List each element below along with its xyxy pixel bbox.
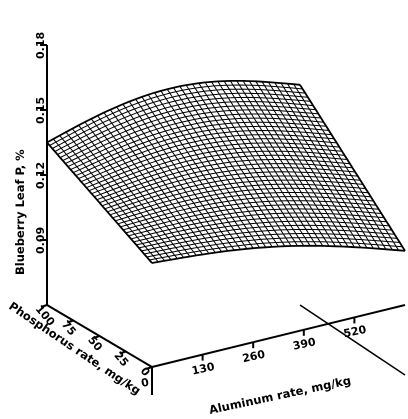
back-floor-line bbox=[299, 304, 406, 376]
mesh-line-x bbox=[103, 112, 210, 254]
mesh-line-x bbox=[204, 82, 311, 247]
mesh-edge bbox=[299, 84, 406, 252]
mesh-line-x bbox=[286, 83, 393, 251]
mesh-edge bbox=[46, 141, 153, 264]
mesh-line-x bbox=[185, 84, 292, 247]
mesh-line-x bbox=[173, 87, 279, 247]
y-tick-mark bbox=[119, 350, 127, 355]
mesh-line-x bbox=[84, 121, 191, 257]
x-tick-label: 0 bbox=[140, 376, 151, 390]
z-tick-label: 0.15 bbox=[34, 97, 47, 124]
mesh-line-x bbox=[160, 90, 267, 248]
x-axis-line bbox=[151, 304, 406, 368]
x-tick-label: 520 bbox=[342, 323, 368, 341]
mesh-line-x bbox=[223, 80, 330, 247]
z-tick-label: 0.09 bbox=[34, 227, 47, 254]
z-tick-label: 0.12 bbox=[34, 162, 47, 189]
mesh-line-x bbox=[236, 80, 343, 247]
x-axis-ticks: 0 130 260 390 520 bbox=[140, 317, 368, 390]
mesh-line-x bbox=[122, 103, 229, 252]
mesh-edge bbox=[46, 80, 301, 144]
x-tick-label: 260 bbox=[241, 348, 267, 366]
mesh-line-x bbox=[255, 81, 362, 248]
z-tick-label: 0.18 bbox=[34, 32, 47, 59]
mesh-line-x bbox=[192, 83, 298, 247]
x-axis-label: Aluminum rate, mg/kg bbox=[208, 373, 352, 417]
mesh-line-x bbox=[242, 80, 349, 248]
mesh-line-x bbox=[280, 82, 387, 250]
mesh-line-x bbox=[65, 131, 172, 261]
y-tick-mark bbox=[40, 304, 48, 308]
surface-mesh bbox=[46, 80, 406, 264]
mesh-line-x bbox=[116, 106, 222, 252]
mesh-line-x bbox=[229, 80, 336, 247]
mesh-line-x bbox=[78, 124, 184, 258]
z-axis-ticks: 0.09 0.12 0.15 0.18 bbox=[34, 32, 47, 254]
mesh-line-x bbox=[267, 81, 374, 249]
mesh-line-x bbox=[97, 115, 204, 255]
mesh-edge bbox=[151, 244, 406, 264]
mesh-line-x bbox=[52, 138, 159, 263]
mesh-line-x bbox=[293, 83, 400, 251]
x-tick-label: 130 bbox=[191, 360, 217, 378]
mesh-line-x bbox=[179, 86, 286, 247]
x-tick-label: 390 bbox=[292, 335, 318, 353]
mesh-line-x bbox=[211, 81, 317, 247]
mesh-line-x bbox=[147, 94, 254, 249]
mesh-line-x bbox=[261, 81, 368, 249]
mesh-line-x bbox=[166, 88, 273, 248]
mesh-line-x bbox=[198, 82, 305, 247]
y-axis-label: Phosphorus rate, mg/kg bbox=[6, 299, 143, 398]
mesh-line-x bbox=[217, 81, 324, 247]
mesh-line-x bbox=[274, 82, 381, 250]
y-tick-mark bbox=[145, 366, 153, 370]
mesh-line-x bbox=[71, 128, 178, 259]
mesh-line-x bbox=[141, 96, 248, 250]
mesh-line-x bbox=[248, 80, 355, 248]
mesh-line-x bbox=[59, 135, 166, 262]
y-tick-mark bbox=[93, 335, 100, 339]
mesh-line-x bbox=[109, 109, 216, 253]
mesh-line-x bbox=[135, 98, 242, 250]
mesh-line-x bbox=[128, 101, 235, 251]
mesh-line-x bbox=[90, 118, 197, 256]
mesh-line-y bbox=[70, 117, 324, 171]
mesh-line-x bbox=[154, 92, 260, 248]
y-tick-mark bbox=[66, 319, 74, 324]
z-axis-label: Blueberry Leaf P, % bbox=[13, 149, 27, 275]
